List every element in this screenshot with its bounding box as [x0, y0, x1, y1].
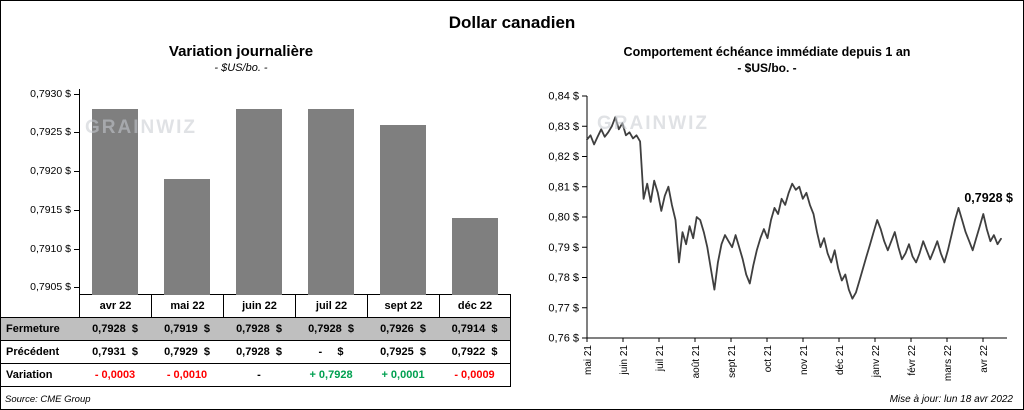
bar-chart-title: Variation journalière: [168, 43, 314, 60]
table-cell: - 0,0009: [439, 363, 511, 387]
update-note: Mise à jour: lun 18 avr 2022: [889, 394, 1013, 405]
y-axis-tick-label: 0,7920 $: [30, 165, 71, 178]
bar: [164, 178, 210, 295]
y-axis-tick-label: 0,7930 $: [30, 87, 71, 100]
axes: [586, 96, 1007, 339]
y-axis-tick-label: 0,84 $: [548, 91, 579, 103]
x-axis-tick-label: févr 22: [907, 345, 918, 376]
table-cell: 0,7929 $: [151, 340, 223, 363]
table-cell: - 0,0010: [151, 363, 223, 387]
bar-chart-x-label: juil 22: [295, 295, 367, 317]
line-chart-subtitle: - $US/bo. -: [737, 61, 797, 75]
table-cell: 0,7926 $: [367, 317, 439, 340]
y-axis-tick: [74, 248, 79, 250]
x-axis-tick-label: nov 21: [799, 345, 810, 375]
table-row-label: Variation: [1, 363, 79, 387]
y-axis-tick-label: 0,81 $: [548, 181, 579, 193]
table-cell: - 0,0003: [79, 363, 151, 387]
table-row-label: Précédent: [1, 340, 79, 363]
table-cell: 0,7931 $: [79, 340, 151, 363]
y-axis-tick-label: 0,83 $: [548, 121, 579, 133]
y-axis-tick: [74, 171, 79, 173]
y-axis-tick-label: 0,7915 $: [30, 203, 71, 216]
bar: [92, 109, 138, 295]
y-axis-tick: [74, 132, 79, 134]
y-axis-tick-label: 0,7925 $: [30, 126, 71, 139]
line-chart: 0,84 $ 0,83 $ 0,82 $ 0,81 $ 0,80 $ 0,79 $ 0,78…: [531, 86, 1023, 408]
x-axis-tick-label: mars 22: [943, 345, 954, 382]
line-chart-title: Comportement échéance immédiate depuis 1…: [623, 45, 911, 59]
table-cell: 0,7928 $: [79, 317, 151, 340]
price-line: [586, 116, 1002, 300]
x-axis-tick-label: janv 22: [871, 345, 882, 379]
x-axis-tick-label: juil 21: [655, 345, 666, 373]
y-axis-tick-label: 0,7910 $: [30, 242, 71, 255]
x-axis-tick-label: juin 21: [619, 345, 630, 376]
x-axis-tick-label: sept 21: [727, 345, 738, 378]
table-cell: - $: [295, 340, 367, 363]
x-axis-tick-label: août 21: [691, 345, 702, 379]
y-axis-tick-label: 0,79 $: [548, 242, 579, 254]
y-axis-tick-label: 0,80 $: [548, 212, 579, 224]
bar-chart-x-label: mai 22: [151, 295, 223, 317]
bar: [236, 109, 282, 295]
x-axis-tick-label: déc 21: [835, 345, 846, 375]
table-cell: 0,7914 $: [439, 317, 511, 340]
bar: [380, 124, 426, 295]
y-axis-tick-label: 0,77 $: [548, 302, 579, 314]
table-cell: 0,7928 $: [223, 317, 295, 340]
table-corner: [1, 295, 79, 317]
x-axis-tick-label: avr 22: [979, 345, 990, 373]
y-axis-tick-label: 0,78 $: [548, 272, 579, 284]
table-cell: 0,7919 $: [151, 317, 223, 340]
x-axis-tick-label: mai 21: [583, 345, 594, 375]
bar-chart-x-label: sept 22: [367, 295, 439, 317]
y-axis-tick: [74, 93, 79, 95]
y-axis-tick-label: 0,76 $: [548, 333, 579, 345]
bar-chart-x-label: avr 22: [79, 295, 151, 317]
bar-chart-x-label: juin 22: [223, 295, 295, 317]
table-cell: -: [223, 363, 295, 387]
bar-chart-subtitle: - $US/bo. -: [214, 62, 268, 74]
table-cell: 0,7922 $: [439, 340, 511, 363]
bar-chart-plot-area: [79, 89, 511, 295]
source-note: Source: CME Group: [5, 394, 91, 405]
bar-chart-x-label: déc 22: [439, 295, 511, 317]
table-row-label: Fermeture: [1, 317, 79, 340]
table-cell: + 0,0001: [367, 363, 439, 387]
page-title: Dollar canadien: [448, 13, 576, 32]
table-cell: 0,7928 $: [295, 317, 367, 340]
y-axis-tick: [74, 209, 79, 211]
y-axis-tick-label: 0,7905 $: [30, 281, 71, 294]
summary-table: avr 22 mai 22 juin 22 juil 22 sept 22 déc 22 F…: [1, 295, 511, 387]
table-cell: 0,7928 $: [223, 340, 295, 363]
y-axis-tick-label: 0,82 $: [548, 151, 579, 163]
bar: [452, 217, 498, 295]
last-price-label: 0,7928 $: [964, 191, 1013, 205]
x-axis-tick-label: oct 21: [763, 345, 774, 373]
table-cell: 0,7925 $: [367, 340, 439, 363]
bar: [308, 109, 354, 295]
y-axis-tick: [74, 287, 79, 289]
table-cell: + 0,7928: [295, 363, 367, 387]
